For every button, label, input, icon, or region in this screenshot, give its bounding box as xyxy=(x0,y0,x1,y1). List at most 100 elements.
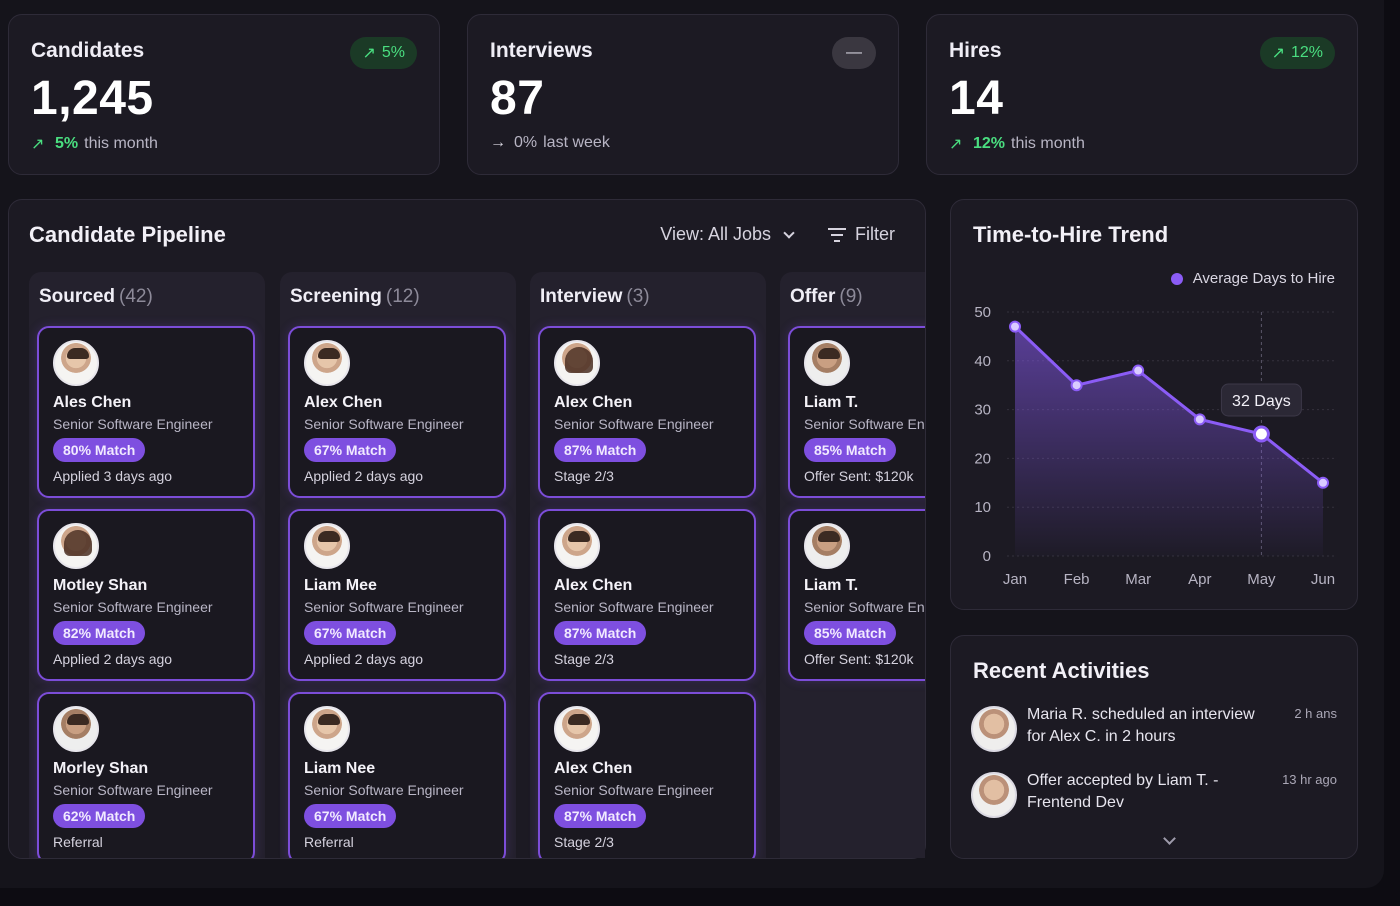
candidate-name: Liam Mee xyxy=(304,577,377,594)
pipeline-toolbar: View: All Jobs Filter xyxy=(660,224,895,245)
candidate-card[interactable]: Liam Nee Senior Software Engineer 67% Matc… xyxy=(288,692,506,858)
data-point xyxy=(1009,320,1021,333)
delta-text: this month xyxy=(1011,135,1085,152)
avatar xyxy=(304,706,350,752)
column-count: (3) xyxy=(626,286,650,307)
avatar xyxy=(304,340,350,386)
candidate-note: Applied 2 days ago xyxy=(304,468,424,484)
match-badge: 85% Match xyxy=(804,621,897,645)
y-tick-label: 10 xyxy=(974,499,991,516)
neutral-badge: — xyxy=(832,37,876,69)
tooltip-box xyxy=(1220,383,1302,417)
delta-value: 0% xyxy=(514,134,538,151)
column-count: (9) xyxy=(839,286,863,307)
column-name: Interview xyxy=(540,286,623,307)
column-name: Sourced xyxy=(39,286,116,307)
candidate-name: Liam T. xyxy=(804,394,859,411)
candidate-card[interactable]: Liam T. Senior Software Engineer 85% Match… xyxy=(788,509,925,681)
badge-value: 5% xyxy=(381,44,405,61)
stat-subtext: ↗ 5% this month xyxy=(31,134,158,154)
filter-label: Filter xyxy=(855,224,895,244)
x-tick-label: Jan xyxy=(1003,571,1027,588)
candidate-name: Alex Chen xyxy=(304,394,383,411)
trend-up-icon: ↗ xyxy=(1271,45,1285,62)
view-selector[interactable]: View: All Jobs xyxy=(660,224,795,245)
match-badge: 67% Match xyxy=(304,804,397,828)
avatar xyxy=(304,523,350,569)
candidate-name: Liam T. xyxy=(804,577,859,594)
pipeline-title: Candidate Pipeline xyxy=(29,222,226,247)
candidate-note: Offer Sent: $120k xyxy=(804,651,914,667)
match-badge: 85% Match xyxy=(804,438,897,462)
candidate-card[interactable]: Alex Chen Senior Software Engineer 87% Mat… xyxy=(538,692,756,858)
candidate-role: Senior Software Engineer xyxy=(554,416,714,432)
column-header: Offer (9) xyxy=(790,286,863,308)
badge-value: 12% xyxy=(1290,44,1323,61)
trend-up-icon: ↗ xyxy=(949,136,963,153)
column-header: Interview (3) xyxy=(540,286,650,308)
y-tick-label: 0 xyxy=(983,548,991,565)
match-badge: 87% Match xyxy=(554,804,647,828)
activity-item[interactable]: Maria R. scheduled an interview for Alex… xyxy=(971,704,1337,756)
candidate-card[interactable]: Liam T. Senior Software Engineer 85% Match… xyxy=(788,326,925,498)
candidate-note: Referral xyxy=(53,834,103,850)
candidate-card[interactable]: Ales Chen Senior Software Engineer 80% Mat… xyxy=(37,326,255,498)
filter-icon xyxy=(827,227,847,242)
trend-badge: ↗ 12% xyxy=(1259,37,1335,69)
dashboard-frame: Candidates ↗ 5% 1,245 ↗ 5% this month In… xyxy=(8,14,1358,859)
chevron-down-icon[interactable] xyxy=(1163,832,1176,845)
candidate-pipeline-panel: Candidate Pipeline View: All Jobs Filter… xyxy=(8,199,926,859)
chart-title: Time-to-Hire Trend xyxy=(973,222,1169,247)
candidate-name: Ales Chen xyxy=(53,394,132,411)
stat-subtext: → 0% last week xyxy=(490,134,610,152)
x-tick-label: Apr xyxy=(1188,571,1211,588)
candidate-name: Alex Chen xyxy=(554,394,633,411)
match-badge: 80% Match xyxy=(53,438,146,462)
neutral-icon: — xyxy=(846,44,862,61)
stat-card-candidates: Candidates ↗ 5% 1,245 ↗ 5% this month xyxy=(8,14,440,175)
activity-time: 2 h ans xyxy=(1294,706,1337,721)
candidate-card[interactable]: Alex Chen Senior Software Engineer 87% Mat… xyxy=(538,326,756,498)
filter-button[interactable]: Filter xyxy=(827,224,895,245)
stat-subtext: ↗ 12% this month xyxy=(949,134,1085,154)
pipeline-column-screening: Screening (12) Alex Chen Senior Software En… xyxy=(280,272,516,858)
time-to-hire-panel: Time-to-Hire Trend Average Days to Hire … xyxy=(950,199,1358,610)
candidate-role: Senior Software Engineer xyxy=(804,599,925,615)
candidate-card[interactable]: Liam Mee Senior Software Engineer 67% Matc… xyxy=(288,509,506,681)
stat-title: Hires xyxy=(949,39,1002,62)
avatar xyxy=(804,340,850,386)
legend-label: Average Days to Hire xyxy=(1192,270,1335,287)
candidate-card[interactable]: Alex Chen Senior Software Engineer 67% Mat… xyxy=(288,326,506,498)
view-label: View: All Jobs xyxy=(660,224,771,244)
candidate-card[interactable]: Motley Shan Senior Software Engineer 82% M… xyxy=(37,509,255,681)
delta-text: last week xyxy=(543,134,610,151)
match-badge: 62% Match xyxy=(53,804,146,828)
stat-value: 87 xyxy=(490,72,545,125)
match-badge: 67% Match xyxy=(304,438,397,462)
candidate-note: Stage 2/3 xyxy=(554,468,614,484)
candidate-note: Applied 2 days ago xyxy=(304,651,424,667)
activity-item[interactable]: Offer accepted by Liam T. - Frentend Dev… xyxy=(971,770,1337,822)
activity-text: Offer accepted by Liam T. - Frentend Dev xyxy=(1027,772,1219,811)
candidate-card[interactable]: Alex Chen Senior Software Engineer 87% Mat… xyxy=(538,509,756,681)
avatar xyxy=(554,706,600,752)
tooltip-label: 32 Days xyxy=(1232,393,1291,410)
avatar xyxy=(53,523,99,569)
pipeline-column-offer: Offer(9) Liam T. Senior Software Engineer 8… xyxy=(780,272,925,858)
activities-title: Recent Activities xyxy=(973,658,1150,683)
series-area xyxy=(1015,326,1323,556)
match-badge: 82% Match xyxy=(53,621,146,645)
activity-time: 13 hr ago xyxy=(1282,772,1337,787)
candidate-card[interactable]: Morley Shan Senior Software Engineer 62% M… xyxy=(37,692,255,858)
candidate-role: Senior Software Engineer xyxy=(304,599,464,615)
candidate-name: Alex Chen xyxy=(554,577,633,594)
x-tick-label: Mar xyxy=(1125,571,1151,588)
candidate-name: Motley Shan xyxy=(53,577,148,594)
arrow-right-icon: → xyxy=(490,134,506,151)
candidate-note: Stage 2/3 xyxy=(554,834,614,850)
stat-card-interviews: Interviews — 87 → 0% last week xyxy=(467,14,899,175)
pipeline-column-interview: Interview (3) Alex Chen Senior Software Eng… xyxy=(530,272,766,858)
column-header: Screening (12) xyxy=(290,286,420,308)
stat-card-hires: Hires ↗ 12% 14 ↗ 12% this month xyxy=(926,14,1358,175)
trend-badge: ↗ 5% xyxy=(350,37,417,69)
